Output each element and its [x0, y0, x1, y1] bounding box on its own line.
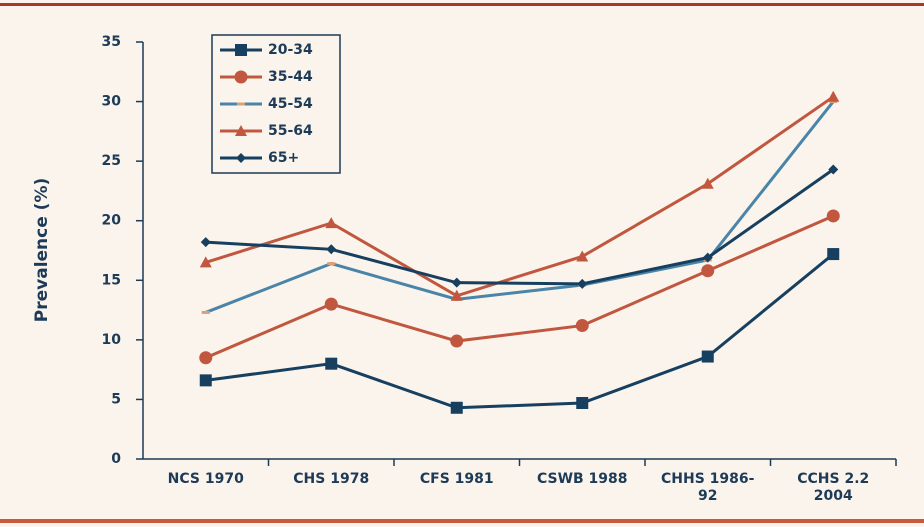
- series-line: [205, 214, 834, 360]
- marker: [236, 153, 246, 163]
- marker: [234, 70, 248, 84]
- marker: [324, 297, 338, 311]
- marker: [200, 237, 211, 248]
- series-line: [205, 100, 835, 314]
- y-tick-label: 30: [102, 94, 122, 110]
- legend-label: 35-44: [268, 69, 313, 85]
- y-tick-label: 35: [102, 34, 121, 50]
- legend-label: 20-34: [268, 42, 313, 58]
- bottom-rule: [0, 519, 924, 523]
- x-tick-label: CHHS 1986-92: [661, 471, 755, 504]
- marker: [576, 250, 589, 262]
- x-tick-label: CSWB 1988: [536, 471, 628, 487]
- y-tick-label: 0: [111, 451, 121, 467]
- x-tick-label: CHS 1978: [293, 471, 370, 487]
- marker: [702, 252, 713, 263]
- marker: [577, 278, 588, 289]
- marker: [235, 125, 247, 136]
- x-tick-label: NCS 1970: [167, 471, 244, 487]
- marker: [828, 164, 839, 175]
- marker: [701, 177, 714, 189]
- marker: [576, 397, 589, 410]
- marker: [701, 350, 714, 363]
- marker: [450, 289, 463, 301]
- y-tick-label: 10: [102, 332, 122, 348]
- marker: [199, 351, 213, 365]
- series-line: [205, 168, 835, 286]
- marker: [450, 401, 463, 414]
- top-rule: [0, 3, 924, 6]
- marker: [450, 334, 464, 348]
- marker: [701, 264, 715, 278]
- marker: [826, 209, 840, 223]
- marker: [235, 44, 247, 56]
- marker: [201, 310, 210, 314]
- legend-label: 55-64: [268, 123, 313, 139]
- y-tick-label: 25: [102, 153, 121, 169]
- x-tick-label: CCHS 2.2 2004: [797, 471, 870, 504]
- marker: [451, 277, 462, 288]
- marker: [326, 244, 337, 255]
- marker: [827, 248, 840, 261]
- marker: [325, 217, 338, 229]
- marker: [199, 374, 212, 387]
- y-tick-label: 20: [102, 213, 122, 229]
- marker: [827, 90, 840, 102]
- marker: [199, 256, 212, 268]
- legend-label: 65+: [268, 150, 299, 166]
- legend-label: 45-54: [268, 96, 313, 112]
- marker: [325, 357, 338, 370]
- marker: [575, 319, 589, 333]
- y-axis-label: Prevalence (%): [32, 178, 52, 322]
- x-tick-label: CFS 1981: [419, 471, 494, 487]
- marker: [327, 262, 336, 266]
- marker: [237, 102, 245, 106]
- y-tick-label: 15: [102, 272, 121, 288]
- series-line: [205, 252, 835, 410]
- y-tick-label: 5: [111, 391, 121, 407]
- series-line: [205, 95, 835, 298]
